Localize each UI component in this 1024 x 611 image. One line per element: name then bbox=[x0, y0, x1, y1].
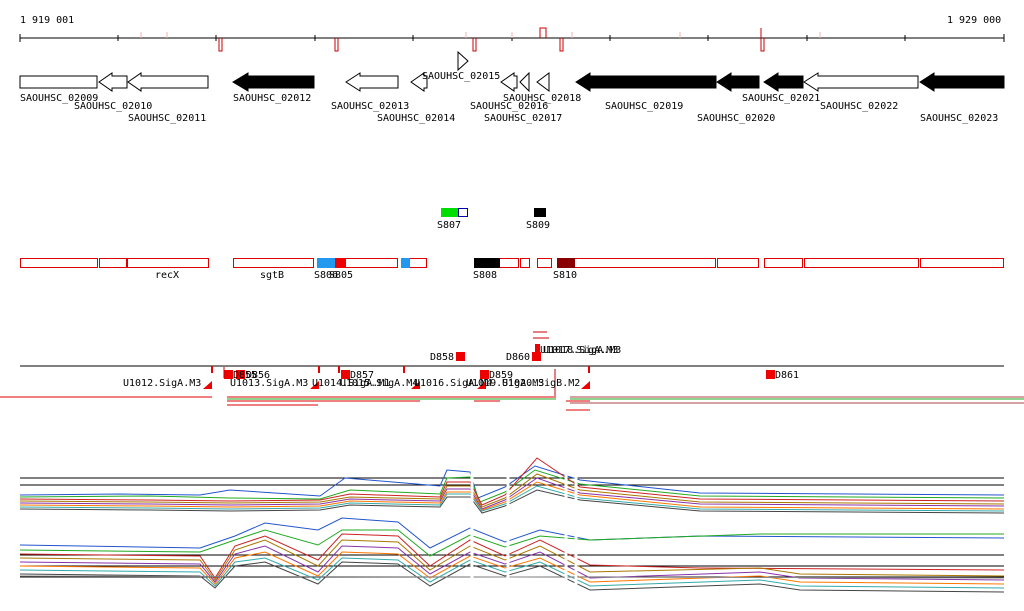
gene-name-recX: recX bbox=[155, 270, 179, 281]
feature-track: D858 D860 U1017.SigA.M3 U1018.SigA.M3 U1… bbox=[20, 331, 1004, 396]
gene-SAOUHSC_02014[interactable]: SAOUHSC_02014 bbox=[377, 72, 455, 124]
feature-connectors bbox=[223, 331, 556, 396]
svg-text:S809: S809 bbox=[526, 220, 550, 231]
segment-S807[interactable]: S807 bbox=[437, 208, 468, 231]
svg-text:SAOUHSC_02011: SAOUHSC_02011 bbox=[128, 113, 206, 124]
expression-panel-lower bbox=[19, 517, 1005, 593]
feature-U1017-SigA-M3[interactable]: U1017.SigA.M3 bbox=[540, 345, 618, 356]
feature-D855[interactable]: D855 bbox=[233, 370, 257, 381]
feature-D857[interactable]: D857 bbox=[350, 370, 374, 381]
ruler-ticks bbox=[19, 34, 1005, 42]
ruler-end-label: 1 929 000 bbox=[947, 15, 1001, 26]
feature-U1015-SigA-M4[interactable]: U1015.SigA.M4 bbox=[340, 378, 418, 389]
segment-S806-extra[interactable] bbox=[401, 258, 410, 268]
svg-text:SAOUHSC_02015: SAOUHSC_02015 bbox=[422, 71, 500, 82]
feature-red-marks bbox=[203, 344, 775, 389]
ruler-markers bbox=[218, 27, 765, 52]
segment-S808[interactable]: S808 bbox=[473, 258, 500, 281]
feature-D860[interactable]: D860 bbox=[506, 352, 530, 363]
svg-text:S807: S807 bbox=[437, 220, 461, 231]
feature-U1013-SigA-M3[interactable]: U1013.SigA.M3 bbox=[230, 378, 308, 389]
svg-text:SAOUHSC_02014: SAOUHSC_02014 bbox=[377, 113, 455, 124]
feature-U1012-SigA-M3[interactable]: U1012.SigA.M3 bbox=[123, 378, 201, 389]
transcript-track bbox=[0, 396, 1024, 411]
ruler-faint-marks bbox=[140, 32, 821, 38]
svg-text:SAOUHSC_02022: SAOUHSC_02022 bbox=[820, 101, 898, 112]
gene-SAOUHSC_02012[interactable]: SAOUHSC_02012 bbox=[232, 72, 315, 104]
svg-text:S806: S806 bbox=[314, 270, 338, 281]
gene-SAOUHSC_02018[interactable]: SAOUHSC_02018 bbox=[503, 72, 581, 104]
gene-track: SAOUHSC_02009 SAOUHSC_02010 SAOUHSC_0201… bbox=[19, 50, 1005, 124]
gene-SAOUHSC_02023[interactable]: SAOUHSC_02023 bbox=[919, 72, 1005, 124]
expression-gap-markers bbox=[470, 458, 578, 590]
gene-SAOUHSC_02022[interactable]: SAOUHSC_02022 bbox=[803, 72, 919, 112]
gene-SAOUHSC_02011[interactable]: SAOUHSC_02011 bbox=[127, 72, 209, 124]
feature-U1019-SigA-M3[interactable]: U1019.SigA.M3 bbox=[466, 378, 544, 389]
feature-U1014-SigA-M1[interactable]: U1014.SigA.M1 bbox=[312, 378, 390, 389]
segment-S805[interactable]: S805 bbox=[329, 258, 353, 281]
svg-text:S808: S808 bbox=[473, 270, 497, 281]
segment-S806[interactable]: S806 bbox=[314, 258, 338, 281]
svg-text:SAOUHSC_02010: SAOUHSC_02010 bbox=[74, 101, 152, 112]
gene-SAOUHSC_02017[interactable]: SAOUHSC_02017 bbox=[484, 71, 562, 124]
segment-S810[interactable]: S810 bbox=[553, 258, 577, 281]
gene-SAOUHSC_02009[interactable]: SAOUHSC_02009 bbox=[19, 75, 98, 104]
gene-SAOUHSC_02013[interactable]: SAOUHSC_02013 bbox=[331, 72, 409, 112]
ruler-start-label: 1 919 001 bbox=[20, 15, 74, 26]
coordinate-ruler: 1 919 001 1 929 000 bbox=[19, 15, 1005, 52]
gene-SAOUHSC_02020[interactable]: SAOUHSC_02020 bbox=[697, 72, 775, 124]
gene-SAOUHSC_02010[interactable]: SAOUHSC_02010 bbox=[74, 72, 152, 112]
gene-name-sgtB: sgtB bbox=[260, 270, 284, 281]
svg-text:SAOUHSC_02016: SAOUHSC_02016 bbox=[470, 101, 548, 112]
gene-SAOUHSC_02015[interactable]: SAOUHSC_02015 bbox=[422, 50, 500, 82]
svg-text:SAOUHSC_02021: SAOUHSC_02021 bbox=[742, 93, 820, 104]
svg-text:S805: S805 bbox=[329, 270, 353, 281]
svg-text:SAOUHSC_02018: SAOUHSC_02018 bbox=[503, 93, 581, 104]
feature-D859[interactable]: D859 bbox=[489, 370, 513, 381]
feature-U1016-SigA-M4[interactable]: U1016.SigA.M4 bbox=[414, 378, 492, 389]
svg-text:SAOUHSC_02019: SAOUHSC_02019 bbox=[605, 101, 683, 112]
svg-text:SAOUHSC_02020: SAOUHSC_02020 bbox=[697, 113, 775, 124]
feature-U1020-SigB-M2[interactable]: U1020.SigB.M2 bbox=[502, 378, 580, 389]
feature-D856[interactable]: D856 bbox=[246, 370, 270, 381]
gene-SAOUHSC_02021[interactable]: SAOUHSC_02021 bbox=[742, 72, 820, 104]
gene-SAOUHSC_02016[interactable]: SAOUHSC_02016 bbox=[470, 72, 548, 112]
svg-text:SAOUHSC_02017: SAOUHSC_02017 bbox=[484, 113, 562, 124]
svg-text:SAOUHSC_02023: SAOUHSC_02023 bbox=[920, 113, 998, 124]
svg-text:SAOUHSC_02009: SAOUHSC_02009 bbox=[20, 93, 98, 104]
svg-text:SAOUHSC_02013: SAOUHSC_02013 bbox=[331, 101, 409, 112]
svg-text:SAOUHSC_02012: SAOUHSC_02012 bbox=[233, 93, 311, 104]
svg-text:S810: S810 bbox=[553, 270, 577, 281]
segment-outlines bbox=[20, 258, 1004, 268]
expression-panel-upper bbox=[19, 457, 1005, 514]
feature-U1018-SigA-M3[interactable]: U1018.SigA.M3 bbox=[543, 345, 621, 356]
gene-SAOUHSC_02019[interactable]: SAOUHSC_02019 bbox=[575, 72, 717, 112]
lower-segment-track: recX sgtB S806 S805 S808 S810 bbox=[20, 258, 1004, 281]
upper-segment-track: S807 S809 bbox=[437, 208, 550, 231]
feature-D858[interactable]: D858 bbox=[430, 352, 454, 363]
feature-D861[interactable]: D861 bbox=[775, 370, 799, 381]
segment-S809[interactable]: S809 bbox=[526, 208, 550, 231]
